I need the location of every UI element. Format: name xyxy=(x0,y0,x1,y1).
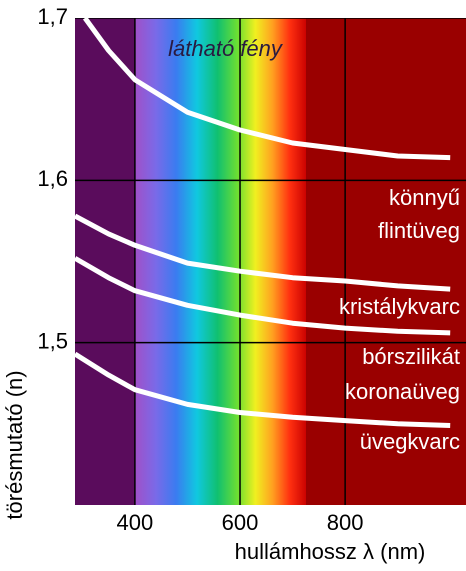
x-tick-label: 400 xyxy=(117,510,154,535)
series-label-line: könnyű xyxy=(389,185,460,210)
series-label-line: koronaüveg xyxy=(345,379,460,404)
y-axis-label: törésmutató (n) xyxy=(2,370,27,519)
x-tick-label: 800 xyxy=(327,510,364,535)
series-label-line: flintüveg xyxy=(378,218,460,243)
y-tick-label: 1,5 xyxy=(37,328,68,353)
x-tick-label: 600 xyxy=(222,510,259,535)
series-label-line: bórszilikát xyxy=(362,344,460,369)
series-label: üvegkvarc xyxy=(360,429,460,454)
chart: látható fény hullámhossz λ (nm) törésmut… xyxy=(0,0,466,571)
series-label: kristálykvarc xyxy=(339,294,460,319)
x-axis-label: hullámhossz λ (nm) xyxy=(235,539,426,564)
annotation: látható fény xyxy=(168,36,284,61)
y-tick-label: 1,7 xyxy=(37,4,68,29)
visible-spectrum xyxy=(135,18,307,505)
y-tick-label: 1,6 xyxy=(37,166,68,191)
